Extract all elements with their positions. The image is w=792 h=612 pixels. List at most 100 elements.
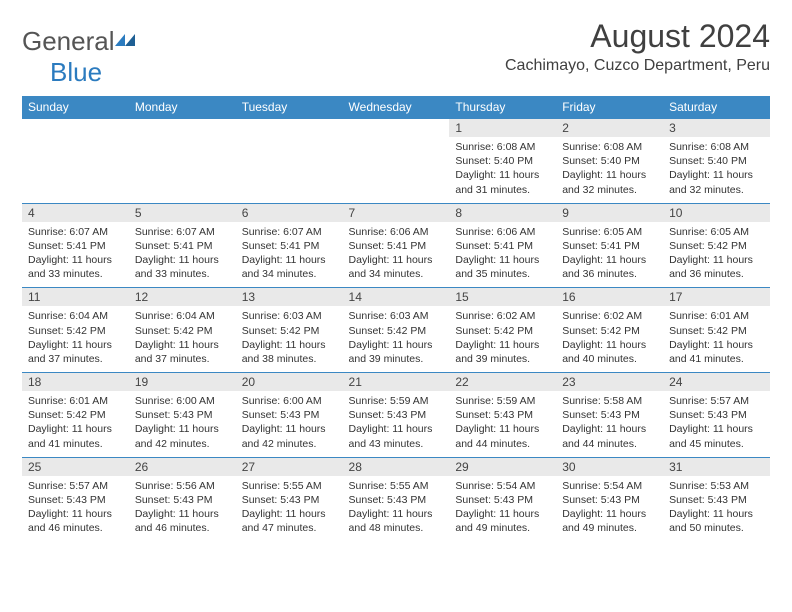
daylight-line: Daylight: 11 hours and 36 minutes.	[669, 253, 764, 281]
daylight-line: Daylight: 11 hours and 46 minutes.	[28, 507, 123, 535]
sunrise-line: Sunrise: 6:01 AM	[669, 309, 764, 323]
day-number-row: 123	[22, 119, 770, 138]
calendar-header-row: SundayMondayTuesdayWednesdayThursdayFrid…	[22, 96, 770, 119]
day-number-cell: 6	[236, 203, 343, 222]
daylight-line: Daylight: 11 hours and 34 minutes.	[242, 253, 337, 281]
header: General Blue August 2024 Cachimayo, Cuzc…	[22, 18, 770, 88]
day-data-cell: Sunrise: 5:57 AMSunset: 5:43 PMDaylight:…	[663, 391, 770, 457]
sunrise-line: Sunrise: 6:06 AM	[349, 225, 444, 239]
sunrise-line: Sunrise: 6:08 AM	[562, 140, 657, 154]
sunset-line: Sunset: 5:43 PM	[135, 408, 230, 422]
day-data-row: Sunrise: 6:01 AMSunset: 5:42 PMDaylight:…	[22, 391, 770, 457]
daylight-line: Daylight: 11 hours and 32 minutes.	[562, 168, 657, 196]
day-data-row: Sunrise: 6:08 AMSunset: 5:40 PMDaylight:…	[22, 137, 770, 203]
sunrise-line: Sunrise: 6:07 AM	[28, 225, 123, 239]
sunrise-line: Sunrise: 6:02 AM	[455, 309, 550, 323]
day-number-cell	[236, 119, 343, 138]
sunset-line: Sunset: 5:43 PM	[669, 408, 764, 422]
day-data-cell: Sunrise: 5:58 AMSunset: 5:43 PMDaylight:…	[556, 391, 663, 457]
sunset-line: Sunset: 5:42 PM	[669, 324, 764, 338]
daylight-line: Daylight: 11 hours and 49 minutes.	[455, 507, 550, 535]
day-number-cell: 12	[129, 288, 236, 307]
day-data-cell: Sunrise: 5:54 AMSunset: 5:43 PMDaylight:…	[556, 476, 663, 542]
sunrise-line: Sunrise: 5:54 AM	[562, 479, 657, 493]
sunrise-line: Sunrise: 5:57 AM	[669, 394, 764, 408]
month-title: August 2024	[505, 18, 770, 55]
daylight-line: Daylight: 11 hours and 44 minutes.	[455, 422, 550, 450]
sunset-line: Sunset: 5:41 PM	[28, 239, 123, 253]
sunrise-line: Sunrise: 5:53 AM	[669, 479, 764, 493]
sunset-line: Sunset: 5:42 PM	[135, 324, 230, 338]
day-number-cell: 30	[556, 457, 663, 476]
day-number-cell	[22, 119, 129, 138]
sunset-line: Sunset: 5:42 PM	[562, 324, 657, 338]
day-data-cell	[129, 137, 236, 203]
sunset-line: Sunset: 5:43 PM	[562, 408, 657, 422]
sunset-line: Sunset: 5:40 PM	[669, 154, 764, 168]
daylight-line: Daylight: 11 hours and 37 minutes.	[135, 338, 230, 366]
weekday-header: Monday	[129, 96, 236, 119]
sunrise-line: Sunrise: 6:04 AM	[135, 309, 230, 323]
day-number-cell: 24	[663, 373, 770, 392]
sunrise-line: Sunrise: 6:05 AM	[669, 225, 764, 239]
sunrise-line: Sunrise: 5:57 AM	[28, 479, 123, 493]
day-data-cell: Sunrise: 6:07 AMSunset: 5:41 PMDaylight:…	[129, 222, 236, 288]
daylight-line: Daylight: 11 hours and 47 minutes.	[242, 507, 337, 535]
day-number-cell: 27	[236, 457, 343, 476]
sunset-line: Sunset: 5:42 PM	[242, 324, 337, 338]
day-data-cell: Sunrise: 6:01 AMSunset: 5:42 PMDaylight:…	[663, 306, 770, 372]
day-number-row: 45678910	[22, 203, 770, 222]
daylight-line: Daylight: 11 hours and 48 minutes.	[349, 507, 444, 535]
day-data-cell: Sunrise: 6:02 AMSunset: 5:42 PMDaylight:…	[556, 306, 663, 372]
day-number-cell: 23	[556, 373, 663, 392]
daylight-line: Daylight: 11 hours and 43 minutes.	[349, 422, 444, 450]
day-number-cell: 8	[449, 203, 556, 222]
day-number-cell: 20	[236, 373, 343, 392]
day-number-cell: 29	[449, 457, 556, 476]
sunset-line: Sunset: 5:42 PM	[28, 408, 123, 422]
sunset-line: Sunset: 5:43 PM	[242, 408, 337, 422]
day-data-cell: Sunrise: 5:55 AMSunset: 5:43 PMDaylight:…	[343, 476, 450, 542]
day-data-cell	[236, 137, 343, 203]
sunset-line: Sunset: 5:43 PM	[349, 493, 444, 507]
day-number-cell: 11	[22, 288, 129, 307]
day-data-cell: Sunrise: 6:08 AMSunset: 5:40 PMDaylight:…	[556, 137, 663, 203]
daylight-line: Daylight: 11 hours and 50 minutes.	[669, 507, 764, 535]
daylight-line: Daylight: 11 hours and 32 minutes.	[669, 168, 764, 196]
daylight-line: Daylight: 11 hours and 45 minutes.	[669, 422, 764, 450]
sunrise-line: Sunrise: 6:07 AM	[242, 225, 337, 239]
day-data-row: Sunrise: 6:04 AMSunset: 5:42 PMDaylight:…	[22, 306, 770, 372]
daylight-line: Daylight: 11 hours and 31 minutes.	[455, 168, 550, 196]
day-number-cell: 22	[449, 373, 556, 392]
daylight-line: Daylight: 11 hours and 42 minutes.	[135, 422, 230, 450]
sunset-line: Sunset: 5:43 PM	[562, 493, 657, 507]
daylight-line: Daylight: 11 hours and 49 minutes.	[562, 507, 657, 535]
sunrise-line: Sunrise: 5:55 AM	[349, 479, 444, 493]
daylight-line: Daylight: 11 hours and 40 minutes.	[562, 338, 657, 366]
day-number-row: 25262728293031	[22, 457, 770, 476]
day-data-cell: Sunrise: 6:02 AMSunset: 5:42 PMDaylight:…	[449, 306, 556, 372]
sunrise-line: Sunrise: 6:02 AM	[562, 309, 657, 323]
day-number-cell: 26	[129, 457, 236, 476]
day-data-cell: Sunrise: 6:06 AMSunset: 5:41 PMDaylight:…	[449, 222, 556, 288]
daylight-line: Daylight: 11 hours and 42 minutes.	[242, 422, 337, 450]
sunrise-line: Sunrise: 5:54 AM	[455, 479, 550, 493]
daylight-line: Daylight: 11 hours and 39 minutes.	[349, 338, 444, 366]
sunset-line: Sunset: 5:42 PM	[669, 239, 764, 253]
day-number-cell	[343, 119, 450, 138]
sunset-line: Sunset: 5:43 PM	[669, 493, 764, 507]
day-number-cell: 7	[343, 203, 450, 222]
day-data-cell: Sunrise: 6:05 AMSunset: 5:42 PMDaylight:…	[663, 222, 770, 288]
weekday-header: Saturday	[663, 96, 770, 119]
sunset-line: Sunset: 5:42 PM	[28, 324, 123, 338]
day-number-cell: 3	[663, 119, 770, 138]
sunrise-line: Sunrise: 5:55 AM	[242, 479, 337, 493]
daylight-line: Daylight: 11 hours and 33 minutes.	[135, 253, 230, 281]
sunrise-line: Sunrise: 5:59 AM	[349, 394, 444, 408]
daylight-line: Daylight: 11 hours and 41 minutes.	[28, 422, 123, 450]
day-data-cell: Sunrise: 5:59 AMSunset: 5:43 PMDaylight:…	[343, 391, 450, 457]
day-data-cell: Sunrise: 6:04 AMSunset: 5:42 PMDaylight:…	[129, 306, 236, 372]
sunset-line: Sunset: 5:42 PM	[349, 324, 444, 338]
day-data-cell: Sunrise: 6:04 AMSunset: 5:42 PMDaylight:…	[22, 306, 129, 372]
day-data-cell: Sunrise: 6:00 AMSunset: 5:43 PMDaylight:…	[236, 391, 343, 457]
